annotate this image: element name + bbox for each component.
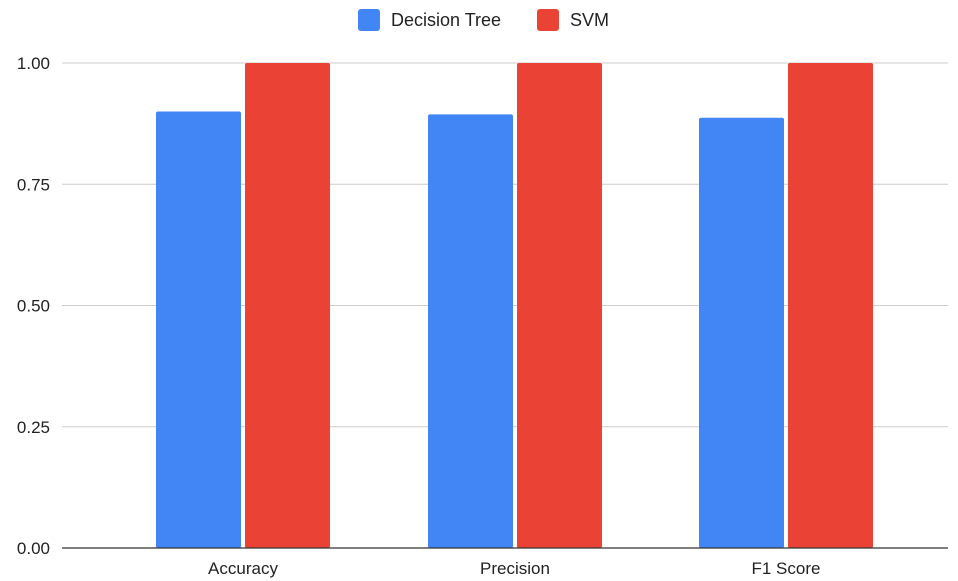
y-axis: 0.00 0.25 0.50 0.75 1.00: [17, 54, 50, 558]
bar-svm-precision[interactable]: [517, 63, 602, 548]
y-tick-label: 1.00: [17, 54, 50, 73]
y-tick-label: 0.75: [17, 175, 50, 194]
y-tick-label: 0.00: [17, 539, 50, 558]
x-axis: Accuracy Precision F1 Score: [62, 547, 948, 578]
bar-decision-tree-accuracy[interactable]: [156, 111, 241, 549]
x-tick-label-accuracy: Accuracy: [208, 559, 278, 578]
y-tick-label: 0.50: [17, 297, 50, 316]
y-tick-label: 0.25: [17, 418, 50, 437]
legend-swatch: [537, 9, 559, 31]
legend-swatch: [358, 9, 380, 31]
legend-label: Decision Tree: [391, 10, 501, 30]
x-tick-label-precision: Precision: [480, 559, 550, 578]
legend-label: SVM: [570, 10, 609, 30]
legend-item-decision-tree[interactable]: Decision Tree: [358, 9, 501, 31]
bar-svm-f1-score[interactable]: [788, 63, 873, 548]
bar-decision-tree-f1-score[interactable]: [699, 117, 784, 549]
bar-decision-tree-precision[interactable]: [428, 114, 513, 548]
bars: [156, 63, 873, 549]
bar-svm-accuracy[interactable]: [245, 63, 330, 548]
legend: Decision Tree SVM: [358, 9, 609, 31]
x-tick-label-f1-score: F1 Score: [752, 559, 821, 578]
legend-item-svm[interactable]: SVM: [537, 9, 609, 31]
